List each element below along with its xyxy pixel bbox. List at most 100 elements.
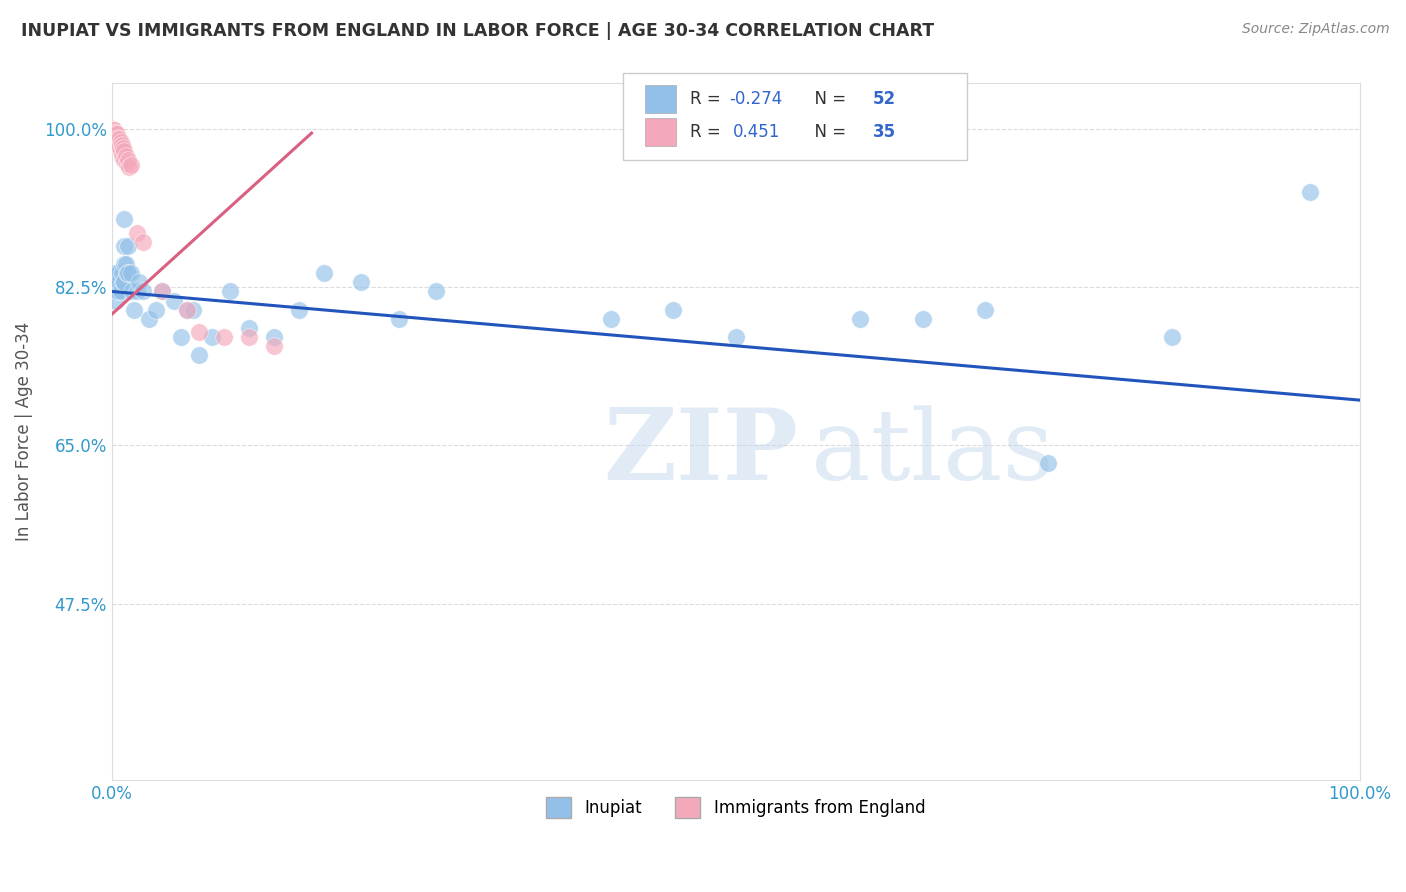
Point (114, 276, 136, 290)
Point (107, 130, 129, 145)
Point (181, 302, 204, 317)
Point (111, 149, 134, 163)
Point (117, 239, 139, 253)
Point (103, 285, 125, 299)
Point (114, 212, 136, 227)
Text: atlas: atlas (811, 405, 1053, 500)
Point (108, 139, 131, 153)
Point (145, 302, 167, 317)
Point (115, 266, 138, 280)
FancyBboxPatch shape (623, 73, 966, 160)
Point (108, 276, 131, 290)
Point (188, 348, 211, 362)
Point (120, 158, 142, 172)
Point (212, 330, 235, 344)
Point (288, 302, 311, 317)
Point (201, 330, 224, 344)
Point (425, 285, 447, 299)
Point (169, 330, 191, 344)
Point (974, 302, 997, 317)
Text: N =: N = (804, 89, 852, 108)
Point (114, 149, 136, 163)
Point (110, 135, 132, 149)
Point (125, 226, 148, 240)
Point (110, 144, 132, 158)
Point (124, 302, 146, 317)
Point (350, 276, 373, 290)
Point (111, 266, 134, 280)
Point (103, 126, 125, 140)
Point (118, 160, 141, 174)
Text: 35: 35 (873, 123, 896, 141)
Point (103, 121, 125, 136)
Point (138, 311, 160, 326)
Point (104, 276, 127, 290)
Text: -0.274: -0.274 (730, 89, 783, 108)
Point (219, 285, 242, 299)
Point (107, 137, 129, 152)
Text: Source: ZipAtlas.com: Source: ZipAtlas.com (1241, 22, 1389, 37)
Point (263, 330, 285, 344)
Point (662, 302, 685, 317)
Legend: Inupiat, Immigrants from England: Inupiat, Immigrants from England (540, 790, 932, 824)
Point (103, 266, 125, 280)
Point (176, 302, 198, 317)
Point (104, 293, 127, 308)
Point (150, 285, 173, 299)
Point (107, 285, 129, 299)
Point (105, 135, 128, 149)
Point (103, 130, 125, 145)
Point (121, 285, 143, 299)
Point (1161, 330, 1184, 344)
Point (114, 257, 136, 271)
Point (150, 285, 173, 299)
Point (103, 276, 125, 290)
Point (103, 125, 125, 139)
Point (312, 266, 335, 280)
Text: INUPIAT VS IMMIGRANTS FROM ENGLAND IN LABOR FORCE | AGE 30-34 CORRELATION CHART: INUPIAT VS IMMIGRANTS FROM ENGLAND IN LA… (21, 22, 934, 40)
Y-axis label: In Labor Force | Age 30-34: In Labor Force | Age 30-34 (15, 322, 32, 541)
Point (110, 285, 132, 299)
Point (114, 239, 136, 253)
Text: ZIP: ZIP (603, 404, 799, 501)
Point (120, 266, 142, 280)
Bar (645, 86, 676, 113)
Point (132, 235, 155, 249)
Point (238, 320, 260, 334)
Point (163, 293, 186, 308)
Point (103, 128, 125, 143)
Point (117, 266, 139, 280)
Point (176, 302, 198, 317)
Point (114, 257, 136, 271)
Point (388, 311, 411, 326)
Point (103, 123, 125, 137)
Point (600, 311, 623, 326)
Point (103, 123, 125, 137)
Point (911, 311, 934, 326)
Text: N =: N = (804, 123, 852, 141)
Text: R =: R = (689, 89, 725, 108)
Point (112, 141, 135, 155)
Point (117, 153, 139, 168)
Text: 0.451: 0.451 (734, 123, 780, 141)
Point (108, 132, 131, 146)
Text: 52: 52 (873, 89, 896, 108)
Point (132, 285, 155, 299)
Point (849, 311, 872, 326)
Point (105, 127, 128, 141)
Point (128, 276, 150, 290)
Point (114, 153, 136, 168)
Point (104, 126, 127, 140)
Point (263, 339, 285, 353)
Point (111, 137, 134, 152)
Point (238, 330, 260, 344)
Point (188, 325, 211, 339)
Point (724, 330, 747, 344)
Point (114, 144, 136, 158)
Bar (645, 118, 676, 146)
Point (107, 266, 129, 280)
Point (1036, 457, 1059, 471)
Point (112, 276, 135, 290)
Point (115, 156, 138, 170)
Point (105, 285, 128, 299)
